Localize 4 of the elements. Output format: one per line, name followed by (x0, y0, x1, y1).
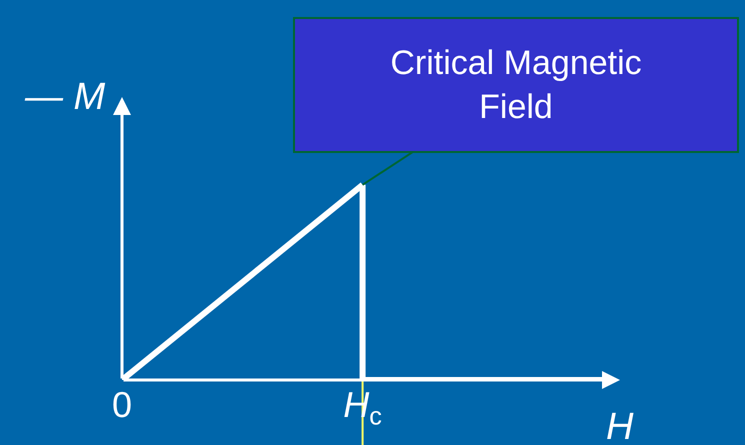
y-axis-title: — M (24, 76, 106, 118)
x-tick-label: 0 (112, 384, 132, 425)
annotation: Critical Magnetic Field (390, 44, 642, 126)
x-axis-title: H (606, 406, 634, 445)
